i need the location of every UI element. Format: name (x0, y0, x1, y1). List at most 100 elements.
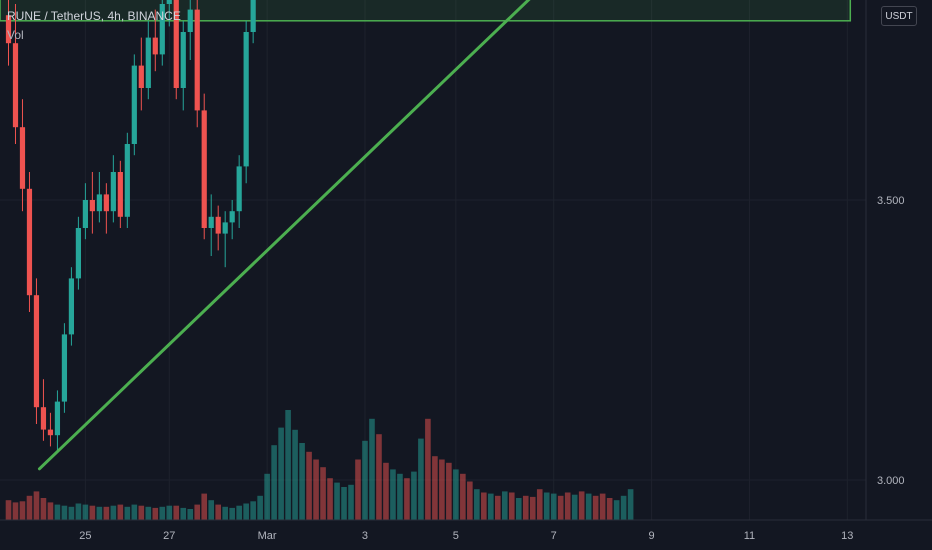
volume-bar (145, 506, 152, 520)
support-zone (0, 0, 852, 22)
volume-bar (522, 495, 529, 520)
volume-bar (334, 482, 340, 520)
candle-body (159, 4, 165, 55)
symbol-title[interactable]: RUNE / TetherUS, 4h, BINANCE (7, 9, 181, 23)
candle-body (68, 278, 75, 335)
candle-body (61, 334, 68, 402)
volume-bar (131, 504, 138, 520)
price-zones (0, 0, 852, 22)
volume-bar (390, 469, 396, 520)
volume-bar (61, 505, 68, 520)
volume-bar (397, 473, 403, 520)
volume-bar (592, 495, 599, 520)
volume-bar (89, 505, 96, 520)
volume-bar (187, 509, 194, 520)
volume-bars (5, 410, 634, 520)
candle-body (5, 15, 12, 44)
volume-bar (481, 492, 487, 520)
volume-bar (236, 505, 242, 520)
volume-bar (68, 506, 75, 520)
candle-body (243, 32, 249, 167)
volume-bar (103, 506, 110, 520)
volume-bar (201, 493, 208, 520)
candle-body (201, 110, 207, 228)
candle-body (33, 295, 40, 408)
candle-body (82, 200, 88, 228)
volume-bar (250, 501, 256, 520)
volume-bar (439, 459, 445, 520)
volume-bar (446, 462, 452, 520)
candle-body (194, 9, 200, 111)
volume-bar (173, 505, 180, 520)
candle-body (75, 228, 81, 279)
y-tick-label: 3.000 (877, 475, 905, 487)
x-tick-label: 7 (551, 530, 557, 542)
currency-button[interactable]: USDT (881, 6, 917, 26)
candle-body (145, 37, 151, 88)
y-axis-ticks: 3.000 3.500 (877, 195, 905, 487)
volume-bar (362, 440, 368, 520)
x-tick-label: 25 (79, 530, 91, 542)
volume-bar (96, 506, 103, 520)
volume-bar (467, 481, 473, 520)
candle-body (54, 401, 61, 436)
volume-bar (564, 492, 571, 520)
volume-bar (19, 501, 26, 520)
volume-bar (152, 507, 159, 520)
volume-bar (557, 495, 564, 520)
volume-bar (418, 438, 424, 520)
volume-bar (341, 487, 347, 520)
candle-body (208, 216, 214, 228)
volume-bar (5, 500, 12, 520)
candle-body (26, 188, 33, 296)
volume-bar (550, 493, 557, 520)
trendline[interactable] (37, 0, 658, 471)
candle-body (152, 37, 158, 55)
volume-indicator-label[interactable]: Vol (7, 28, 24, 42)
volume-bar (620, 495, 627, 520)
volume-bar (313, 459, 319, 520)
grid-lines (0, 0, 866, 520)
candle-body (236, 166, 242, 212)
volume-bar (327, 478, 333, 520)
volume-bar (159, 506, 166, 520)
volume-bar (529, 496, 536, 520)
candle-body (47, 429, 54, 436)
volume-bar (432, 456, 438, 520)
x-tick-label: 13 (841, 530, 853, 542)
volume-bar (299, 443, 305, 520)
volume-bar (271, 445, 277, 520)
volume-bar (571, 494, 578, 520)
volume-bar (585, 493, 592, 520)
volume-bar (110, 505, 117, 520)
volume-bar (117, 504, 124, 520)
candle-body (138, 65, 144, 88)
volume-bar (355, 459, 361, 520)
volume-bar (75, 503, 82, 520)
candle-body (19, 127, 26, 189)
axes (0, 0, 932, 521)
volume-bar (320, 467, 326, 520)
candle-body (166, 0, 172, 4)
volume-bar (257, 495, 263, 520)
candle-body (250, 0, 256, 32)
x-tick-label: 5 (453, 530, 459, 542)
volume-bar (33, 491, 40, 520)
volume-bar (488, 493, 494, 520)
volume-bar (194, 504, 201, 520)
volume-bar (613, 500, 620, 520)
volume-bar (425, 418, 431, 520)
candle-body (124, 144, 130, 217)
volume-bar (208, 500, 215, 520)
volume-bar (411, 471, 417, 520)
volume-bar (306, 451, 312, 520)
candle-body (180, 32, 186, 88)
volume-bar (243, 503, 249, 520)
volume-bar (264, 473, 270, 520)
candle-body (40, 407, 47, 430)
volume-bar (82, 504, 89, 520)
candlesticks (5, 0, 256, 452)
volume-bar (26, 495, 33, 520)
volume-bar (606, 498, 613, 520)
